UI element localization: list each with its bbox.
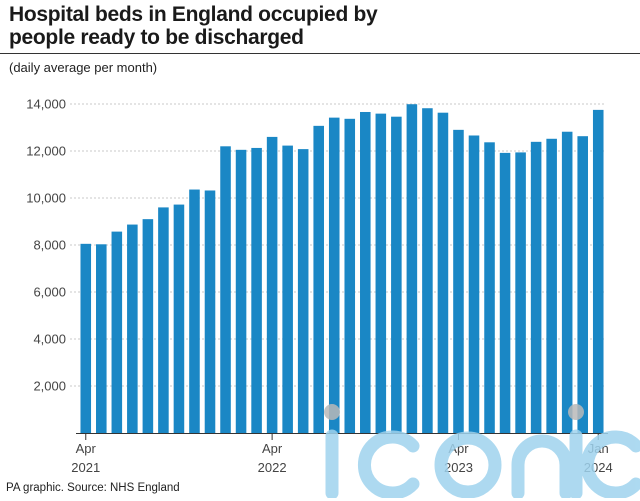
x-tick-label-year: 2024 (584, 460, 613, 475)
x-axis: Apr 2021 Apr 2022 Apr 2023 Jan 2024 (71, 433, 613, 475)
bar (453, 129, 464, 433)
bar (220, 146, 231, 434)
bar (344, 118, 356, 433)
bar (80, 243, 92, 433)
bar (577, 136, 588, 433)
y-tick-label: 12,000 (26, 144, 66, 159)
bar (111, 231, 123, 433)
bar (282, 145, 293, 433)
x-tick-label-month: Apr (448, 441, 469, 456)
bar (530, 141, 542, 433)
bar (515, 152, 526, 433)
bar (142, 219, 154, 433)
y-tick-label: 2,000 (33, 379, 66, 394)
bar (592, 109, 604, 434)
x-tick-label-year: 2023 (444, 460, 473, 475)
bar (360, 111, 371, 434)
bar (251, 147, 262, 433)
x-tick-label-year: 2021 (71, 460, 100, 475)
y-tick-label: 8,000 (33, 238, 66, 253)
bar (127, 224, 138, 433)
chart-subtitle: (daily average per month) (9, 60, 158, 75)
chart-title-line-1: Hospital beds in England occupied by (9, 3, 378, 26)
bar (561, 131, 573, 434)
source-note: PA graphic. Source: NHS England (6, 482, 180, 494)
bar (328, 117, 340, 433)
y-tick-label: 6,000 (33, 285, 66, 300)
bar (189, 189, 200, 433)
x-tick-label-year: 2022 (258, 460, 287, 475)
bar (391, 116, 402, 433)
bar (96, 244, 107, 433)
chart-title: Hospital beds in England occupied by peo… (9, 3, 629, 49)
bar (158, 207, 169, 433)
x-tick-label-month: Apr (76, 441, 97, 456)
bar (422, 108, 433, 433)
bars (80, 104, 604, 434)
y-tick-label: 14,000 (26, 97, 66, 112)
bar (499, 152, 511, 433)
chart-title-line-2: people ready to be discharged (9, 26, 304, 49)
bar (297, 149, 309, 433)
bar (406, 104, 418, 433)
bar (204, 190, 216, 433)
y-tick-label: 4,000 (33, 332, 66, 347)
bar (484, 142, 495, 433)
x-tick-label-month: Apr (262, 441, 283, 456)
bar (235, 149, 247, 433)
y-tick-label: 10,000 (26, 191, 66, 206)
bar (313, 125, 324, 433)
bar (437, 112, 449, 433)
bar (468, 135, 480, 434)
bar (266, 136, 278, 433)
bar (375, 113, 387, 433)
bar (546, 138, 557, 433)
x-tick-label-month: Jan (588, 441, 609, 456)
y-axis-tick-labels: 2,000 4,000 6,000 8,000 10,000 12,000 14,000 (26, 97, 66, 394)
bar (173, 204, 185, 433)
title-divider (0, 53, 640, 54)
